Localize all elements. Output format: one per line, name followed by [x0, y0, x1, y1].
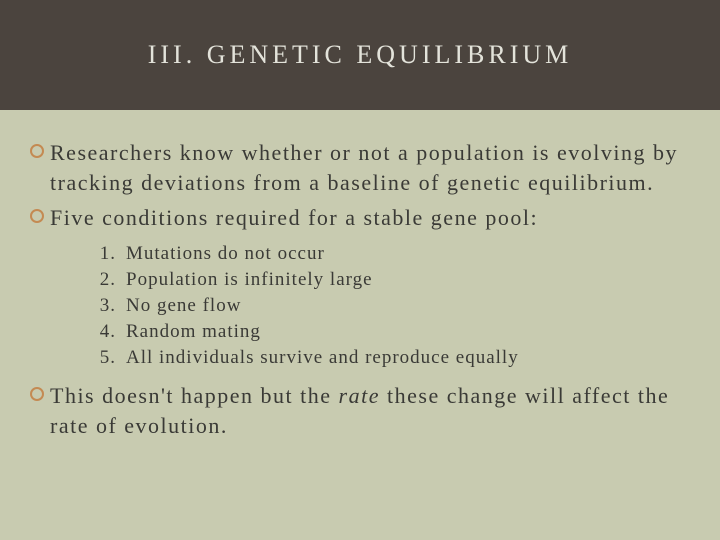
- slide-title: III. GENETIC EQUILIBRIUM: [148, 40, 573, 70]
- list-item: 5. All individuals survive and reproduce…: [88, 347, 690, 369]
- list-item: 3. No gene flow: [88, 295, 690, 317]
- list-item: 2. Population is infinitely large: [88, 269, 690, 291]
- list-text: Mutations do not occur: [126, 243, 325, 265]
- ring-bullet-icon: [30, 387, 44, 401]
- list-number: 2.: [88, 269, 116, 291]
- slide-content: Researchers know whether or not a popula…: [0, 110, 720, 440]
- list-number: 4.: [88, 321, 116, 343]
- list-text: All individuals survive and reproduce eq…: [126, 347, 519, 369]
- closing-emphasis: rate: [339, 383, 380, 408]
- closing-text: This doesn't happen but the rate these c…: [50, 381, 690, 440]
- numbered-list: 1. Mutations do not occur 2. Population …: [88, 243, 690, 369]
- list-text: Random mating: [126, 321, 261, 343]
- bullet-item: This doesn't happen but the rate these c…: [30, 381, 690, 440]
- ring-bullet-icon: [30, 144, 44, 158]
- list-number: 5.: [88, 347, 116, 369]
- list-number: 3.: [88, 295, 116, 317]
- list-item: 4. Random mating: [88, 321, 690, 343]
- list-text: No gene flow: [126, 295, 241, 317]
- list-number: 1.: [88, 243, 116, 265]
- list-item: 1. Mutations do not occur: [88, 243, 690, 265]
- slide-header: III. GENETIC EQUILIBRIUM: [0, 0, 720, 110]
- bullet-text: Five conditions required for a stable ge…: [50, 203, 538, 233]
- bullet-text: Researchers know whether or not a popula…: [50, 138, 690, 197]
- ring-bullet-icon: [30, 209, 44, 223]
- closing-pre: This doesn't happen but the: [50, 383, 339, 408]
- list-text: Population is infinitely large: [126, 269, 373, 291]
- bullet-item: Researchers know whether or not a popula…: [30, 138, 690, 197]
- bullet-item: Five conditions required for a stable ge…: [30, 203, 690, 233]
